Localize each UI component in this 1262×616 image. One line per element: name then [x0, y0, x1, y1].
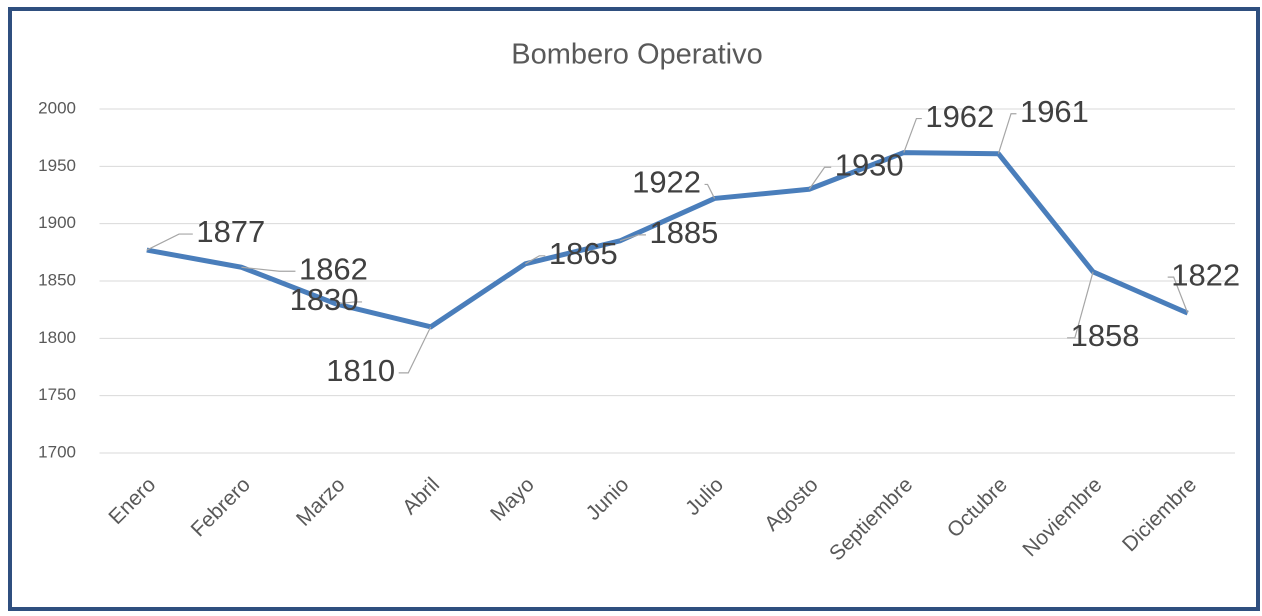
data-label: 1885: [649, 215, 718, 250]
leader-line: [398, 326, 432, 374]
leader-line: [1067, 271, 1094, 339]
y-tick-label: 1800: [38, 328, 76, 347]
leader-line: [241, 266, 296, 272]
y-tick-label: 1900: [38, 213, 76, 232]
data-label: 1822: [1171, 257, 1240, 292]
data-label: 1930: [835, 147, 904, 182]
data-label: 1961: [1020, 94, 1089, 129]
data-label: 1877: [196, 214, 265, 249]
y-tick-label: 1950: [38, 156, 76, 175]
data-label: 1858: [1071, 318, 1140, 353]
chart-title: Bombero Operativo: [511, 39, 762, 71]
data-label: 1922: [632, 165, 701, 200]
leader-line: [1167, 276, 1189, 314]
leader-line: [997, 113, 1017, 154]
leader-line: [808, 166, 832, 190]
data-label: 1830: [290, 282, 359, 317]
leader-line: [704, 183, 716, 199]
leader-line: [525, 255, 546, 265]
y-tick-label: 2000: [38, 98, 76, 117]
leader-line: [903, 117, 922, 153]
y-tick-label: 1750: [38, 385, 76, 404]
data-label: 1862: [299, 251, 368, 286]
data-label: 1810: [326, 353, 395, 388]
y-tick-label: 1700: [38, 442, 76, 461]
leader-line: [146, 233, 193, 251]
data-label: 1962: [925, 99, 994, 134]
leader-line: [619, 234, 646, 242]
leader-line: [335, 301, 363, 305]
data-line: [146, 150, 1189, 330]
y-tick-label: 1850: [38, 270, 76, 289]
data-label: 1865: [549, 236, 618, 271]
